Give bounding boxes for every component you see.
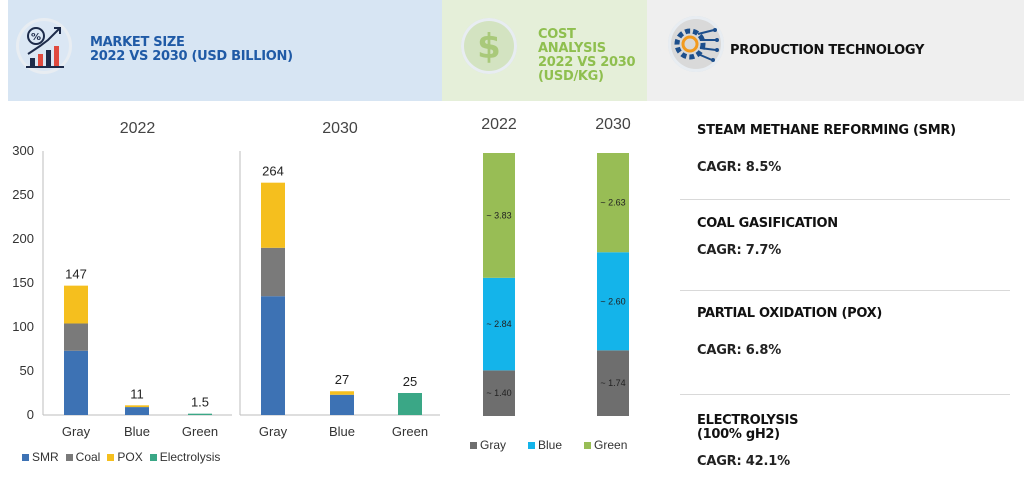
x-tick-label: Gray	[259, 424, 288, 439]
x-tick-label: Blue	[124, 424, 150, 439]
y-tick-label: 100	[12, 319, 34, 334]
y-tick-label: 300	[12, 143, 34, 158]
production-item-name: PARTIAL OXIDATION (POX)	[697, 306, 882, 321]
separator	[680, 394, 1010, 395]
svg-text:%: %	[31, 32, 41, 43]
y-tick-label: 0	[27, 407, 34, 422]
x-tick-label: Blue	[329, 424, 355, 439]
gear-circuit-icon	[668, 16, 724, 72]
cost-value-label: ~ 1.74	[600, 378, 625, 388]
bar-total-label: 11	[130, 386, 144, 401]
legend-swatch	[470, 441, 477, 449]
cost-value-label: ~ 2.84	[486, 319, 511, 329]
production-item-electrolysis: ELECTROLYSIS (100% gH2) CAGR: 42.1%	[697, 413, 799, 470]
market-size-header: % MARKET SIZE 2022 VS 2030 (USD BILLION)	[8, 0, 442, 101]
svg-text:$: $	[477, 27, 501, 67]
production-item-cagr: CAGR: 42.1%	[697, 454, 790, 469]
legend-item-electrolysis: Electrolysis	[149, 450, 221, 464]
y-tick-label: 200	[12, 231, 34, 246]
market-size-title: MARKET SIZE 2022 VS 2030 (USD BILLION)	[90, 35, 293, 64]
x-tick-label: Green	[182, 424, 218, 439]
production-item-cagr: CAGR: 6.8%	[697, 343, 782, 358]
legend-swatch	[528, 441, 536, 449]
production-item-cagr: CAGR: 7.7%	[697, 243, 782, 258]
production-item-pox: PARTIAL OXIDATION (POX) CAGR: 6.8%	[697, 306, 882, 359]
bar-segment-smr	[261, 296, 285, 415]
production-technology-title: PRODUCTION TECHNOLOGY	[730, 43, 925, 58]
bar-segment-smr	[125, 407, 149, 415]
cost-value-label: ~ 2.60	[600, 296, 625, 306]
x-tick-label: Green	[392, 424, 428, 439]
legend-label: Blue	[538, 438, 563, 452]
y-tick-label: 250	[12, 187, 34, 202]
production-item-coal: COAL GASIFICATION CAGR: 7.7%	[697, 216, 838, 259]
production-item-cagr: CAGR: 8.5%	[697, 160, 782, 175]
legend-item-gray: Gray	[470, 438, 506, 452]
cost-year-label: 2030	[595, 116, 631, 133]
production-item-name: STEAM METHANE REFORMING (SMR)	[697, 123, 956, 138]
bar-segment-coal	[261, 247, 285, 297]
bar-segment-pox	[261, 182, 285, 248]
legend-item-coal: Coal	[65, 450, 101, 464]
bar-total-label: 264	[262, 164, 284, 179]
cost-analysis-legend: Gray Blue Green	[470, 438, 649, 452]
bar-segment-electrolysis	[188, 413, 212, 415]
cost-bar-segment-green	[483, 153, 515, 278]
separator	[680, 199, 1010, 200]
y-tick-label: 50	[20, 363, 34, 378]
panel-title: 2022	[120, 120, 156, 137]
cost-analysis-header: $ COST ANALYSIS 2022 VS 2030 (USD/KG)	[442, 0, 647, 101]
legend-swatch	[107, 453, 115, 461]
bar-segment-smr	[330, 394, 354, 415]
legend-label: SMR	[32, 450, 59, 464]
bar-total-label: 147	[65, 267, 87, 282]
cost-bar-segment-green	[597, 153, 629, 253]
cost-analysis-title: COST ANALYSIS 2022 VS 2030 (USD/KG)	[538, 27, 636, 84]
chart-percent-icon: %	[16, 18, 72, 74]
market-size-chart: 0 50 100 150 200 250 300 2022 147 Gray 11 Blue 1.5 Gr…	[12, 120, 440, 439]
legend-swatch	[584, 441, 592, 449]
bar-segment-pox	[330, 391, 354, 395]
production-item-smr: STEAM METHANE REFORMING (SMR) CAGR: 8.5%	[697, 123, 956, 176]
bar-segment-pox	[125, 405, 149, 408]
cost-value-label: ~ 3.83	[486, 210, 511, 220]
cost-bar-segment-blue	[483, 277, 515, 371]
bar-total-label: 1.5	[191, 395, 209, 410]
cost-bar-segment-blue	[597, 252, 629, 351]
production-item-name: COAL GASIFICATION	[697, 216, 838, 231]
legend-swatch	[149, 453, 157, 461]
dollar-icon: $	[461, 18, 517, 74]
bar-segment-electrolysis	[398, 393, 422, 415]
market-size-legend: SMR Coal POX Electrolysis	[22, 450, 227, 464]
bar-total-label: 27	[335, 372, 349, 387]
bar-segment-pox	[64, 285, 88, 324]
legend-swatch	[22, 453, 29, 461]
cost-value-label: ~ 1.40	[486, 388, 511, 398]
separator	[680, 290, 1010, 291]
cost-bar-segment-gray	[597, 350, 629, 416]
bar-segment-coal	[64, 323, 88, 351]
legend-label: POX	[117, 450, 143, 464]
production-item-name: ELECTROLYSIS (100% gH2)	[697, 413, 799, 442]
legend-item-green: Green	[584, 438, 627, 452]
legend-label: Coal	[75, 450, 101, 464]
cost-year-label: 2022	[481, 116, 517, 133]
legend-label: Green	[594, 438, 628, 452]
legend-item-smr: SMR	[22, 450, 59, 464]
production-technology-header: PRODUCTION TECHNOLOGY	[647, 0, 1024, 101]
legend-label: Electrolysis	[159, 450, 221, 464]
legend-label: Gray	[480, 438, 507, 452]
cost-value-label: ~ 2.63	[600, 198, 625, 208]
bar-segment-smr	[64, 350, 88, 415]
y-tick-label: 150	[12, 275, 34, 290]
legend-swatch	[65, 453, 73, 461]
panel-title: 2030	[322, 120, 358, 137]
legend-item-pox: POX	[107, 450, 143, 464]
cost-bar-segment-gray	[483, 370, 515, 416]
x-tick-label: Gray	[62, 424, 91, 439]
legend-item-blue: Blue	[528, 438, 562, 452]
bar-total-label: 25	[403, 374, 417, 389]
cost-analysis-chart: 2022 ~ 1.40 ~ 2.84 ~ 3.83 2030 ~ 1.74 ~ 2.60 ~ …	[481, 116, 631, 416]
